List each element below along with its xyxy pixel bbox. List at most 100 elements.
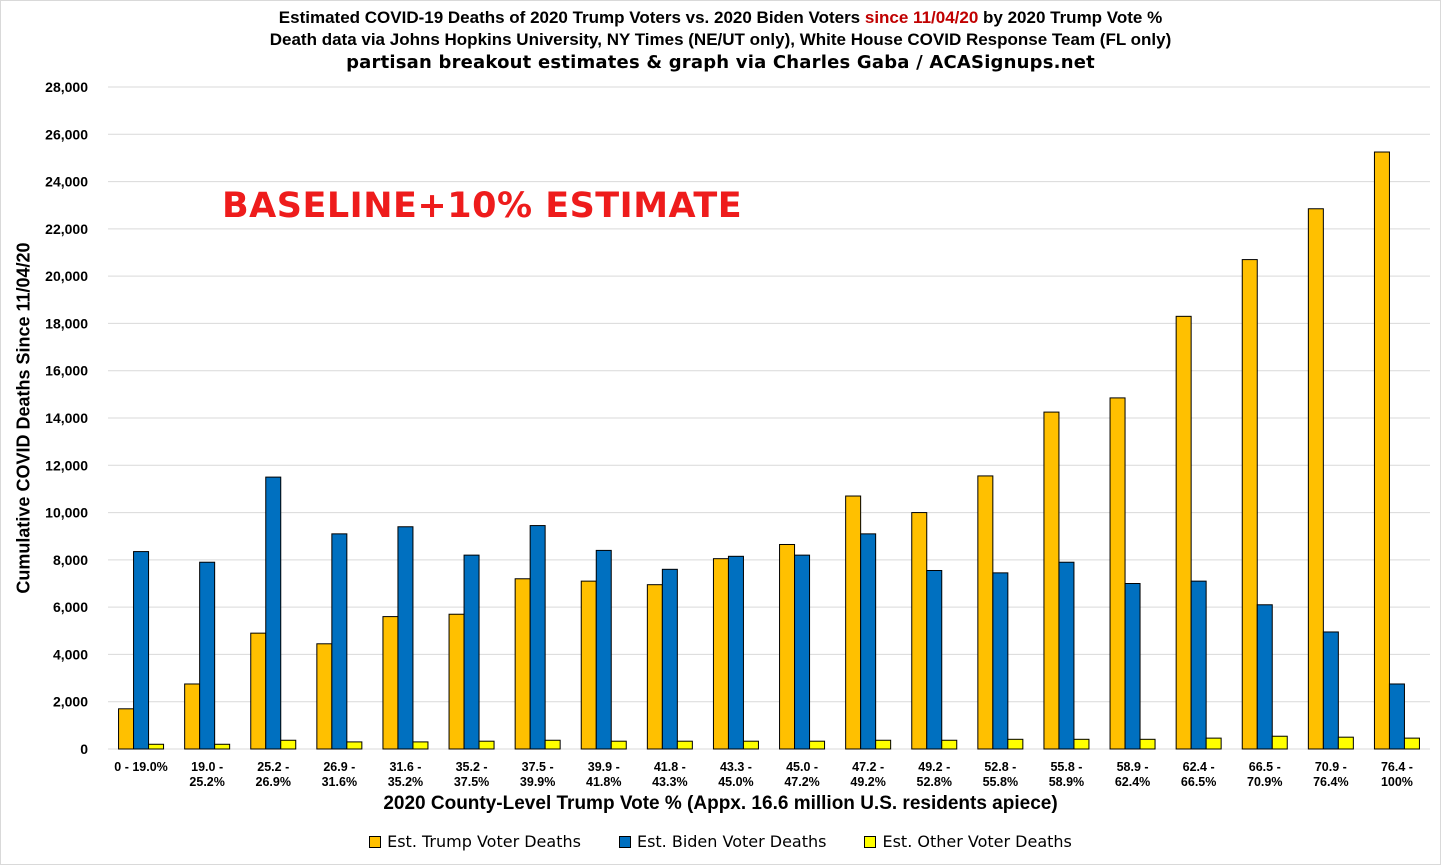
bar-biden: [595, 549, 612, 750]
bar-trump: [448, 613, 465, 750]
bar-biden: [926, 569, 943, 750]
bar-other: [941, 739, 958, 750]
x-tick-label: 55.8%: [983, 775, 1018, 789]
bar-other: [1403, 737, 1420, 750]
bar-biden: [265, 476, 282, 750]
bar-biden: [860, 533, 877, 750]
y-tick-label: 4,000: [53, 646, 88, 662]
x-tick-label: 52.8 -: [984, 760, 1016, 774]
bar-biden: [1190, 580, 1207, 750]
y-tick-label: 14,000: [45, 410, 88, 426]
bar-biden: [1124, 583, 1141, 750]
x-tick-label: 0 - 19.0%: [114, 760, 168, 774]
x-tick-label: 58.9%: [1049, 775, 1084, 789]
y-tick-label: 28,000: [45, 79, 88, 95]
y-tick-label: 10,000: [45, 505, 88, 521]
x-tick-label: 45.0 -: [786, 760, 818, 774]
y-tick-label: 8,000: [53, 552, 88, 568]
bar-trump: [977, 475, 994, 750]
title-highlight: since 11/04/20: [864, 8, 979, 27]
bar-other: [346, 741, 363, 750]
bar-other: [809, 740, 826, 750]
bar-biden: [463, 554, 480, 750]
legend-item-trump: Est. Trump Voter Deaths: [369, 832, 581, 851]
bar-other: [1139, 738, 1156, 750]
estimate-annotation: BASELINE+10% ESTIMATE: [222, 186, 743, 226]
x-tick-label: 47.2%: [784, 775, 819, 789]
bar-trump: [1241, 259, 1258, 750]
legend-swatch-other: [864, 835, 877, 848]
y-tick-label: 6,000: [53, 599, 88, 615]
x-tick-label: 25.2 -: [257, 760, 289, 774]
bar-biden: [397, 526, 414, 750]
x-tick-label: 31.6 -: [389, 760, 421, 774]
x-tick-label: 19.0 -: [191, 760, 223, 774]
x-tick-label: 52.8%: [917, 775, 952, 789]
x-tick-label: 35.2%: [388, 775, 423, 789]
y-tick-label: 0: [80, 741, 88, 757]
x-tick-label: 100%: [1381, 775, 1413, 789]
x-tick-label: 43.3 -: [720, 760, 752, 774]
x-tick-label: 70.9%: [1247, 775, 1282, 789]
bar-other: [478, 740, 495, 750]
y-tick-label: 24,000: [45, 174, 88, 190]
bar-trump: [1043, 411, 1060, 750]
x-tick-label: 76.4%: [1313, 775, 1348, 789]
bar-trump: [184, 683, 201, 750]
legend-label-biden: Est. Biden Voter Deaths: [636, 832, 827, 851]
x-tick-label: 66.5%: [1181, 775, 1216, 789]
y-tick-label: 20,000: [45, 268, 88, 284]
bar-biden: [331, 533, 348, 750]
x-tick-label: 43.3%: [652, 775, 687, 789]
x-tick-label: 55.8 -: [1050, 760, 1082, 774]
bar-trump: [1175, 315, 1192, 750]
bar-biden: [1322, 631, 1339, 750]
bar-trump: [514, 578, 531, 750]
bar-other: [1007, 738, 1024, 750]
legend-item-biden: Est. Biden Voter Deaths: [618, 832, 827, 851]
x-tick-label: 31.6%: [322, 775, 357, 789]
bar-trump: [779, 543, 796, 750]
x-tick-label: 41.8%: [586, 775, 621, 789]
y-tick-label: 2,000: [53, 694, 88, 710]
bar-biden: [529, 525, 546, 750]
x-tick-label: 37.5%: [454, 775, 489, 789]
bar-trump: [580, 580, 597, 750]
bar-biden: [133, 551, 150, 750]
chart-legend: Est. Trump Voter Deaths Est. Biden Voter…: [0, 832, 1441, 851]
x-tick-label: 58.9 -: [1117, 760, 1149, 774]
x-tick-label: 35.2 -: [456, 760, 488, 774]
x-tick-label: 70.9 -: [1315, 760, 1347, 774]
y-axis-label: Cumulative COVID Deaths Since 11/04/20: [13, 242, 34, 594]
bar-biden: [794, 554, 811, 750]
bar-other: [1271, 735, 1288, 750]
y-tick-label: 22,000: [45, 221, 88, 237]
x-axis-label: 2020 County-Level Trump Vote % (Appx. 16…: [383, 793, 1058, 814]
x-tick-label: 47.2 -: [852, 760, 884, 774]
bar-trump: [1373, 151, 1390, 750]
bar-trump: [845, 495, 862, 750]
x-tick-label: 39.9 -: [588, 760, 620, 774]
bar-other: [544, 739, 561, 750]
legend-item-other: Est. Other Voter Deaths: [864, 832, 1072, 851]
bar-other: [676, 740, 693, 750]
bar-trump: [1307, 208, 1324, 750]
bar-trump: [316, 643, 333, 750]
bar-trump: [118, 708, 135, 750]
bar-other: [610, 740, 627, 750]
bar-trump: [1109, 397, 1126, 750]
x-tick-label: 25.2%: [189, 775, 224, 789]
bar-biden: [199, 561, 216, 750]
bar-other: [214, 743, 231, 750]
x-tick-label: 37.5 -: [522, 760, 554, 774]
legend-swatch-biden: [618, 835, 631, 848]
bar-biden: [1058, 561, 1075, 750]
bar-other: [412, 741, 429, 750]
bar-trump: [250, 632, 267, 750]
bar-other: [1205, 737, 1222, 750]
bar-trump: [382, 616, 399, 750]
bar-other: [875, 739, 892, 750]
x-tick-label: 76.4 -: [1381, 760, 1413, 774]
x-tick-label: 45.0%: [718, 775, 753, 789]
